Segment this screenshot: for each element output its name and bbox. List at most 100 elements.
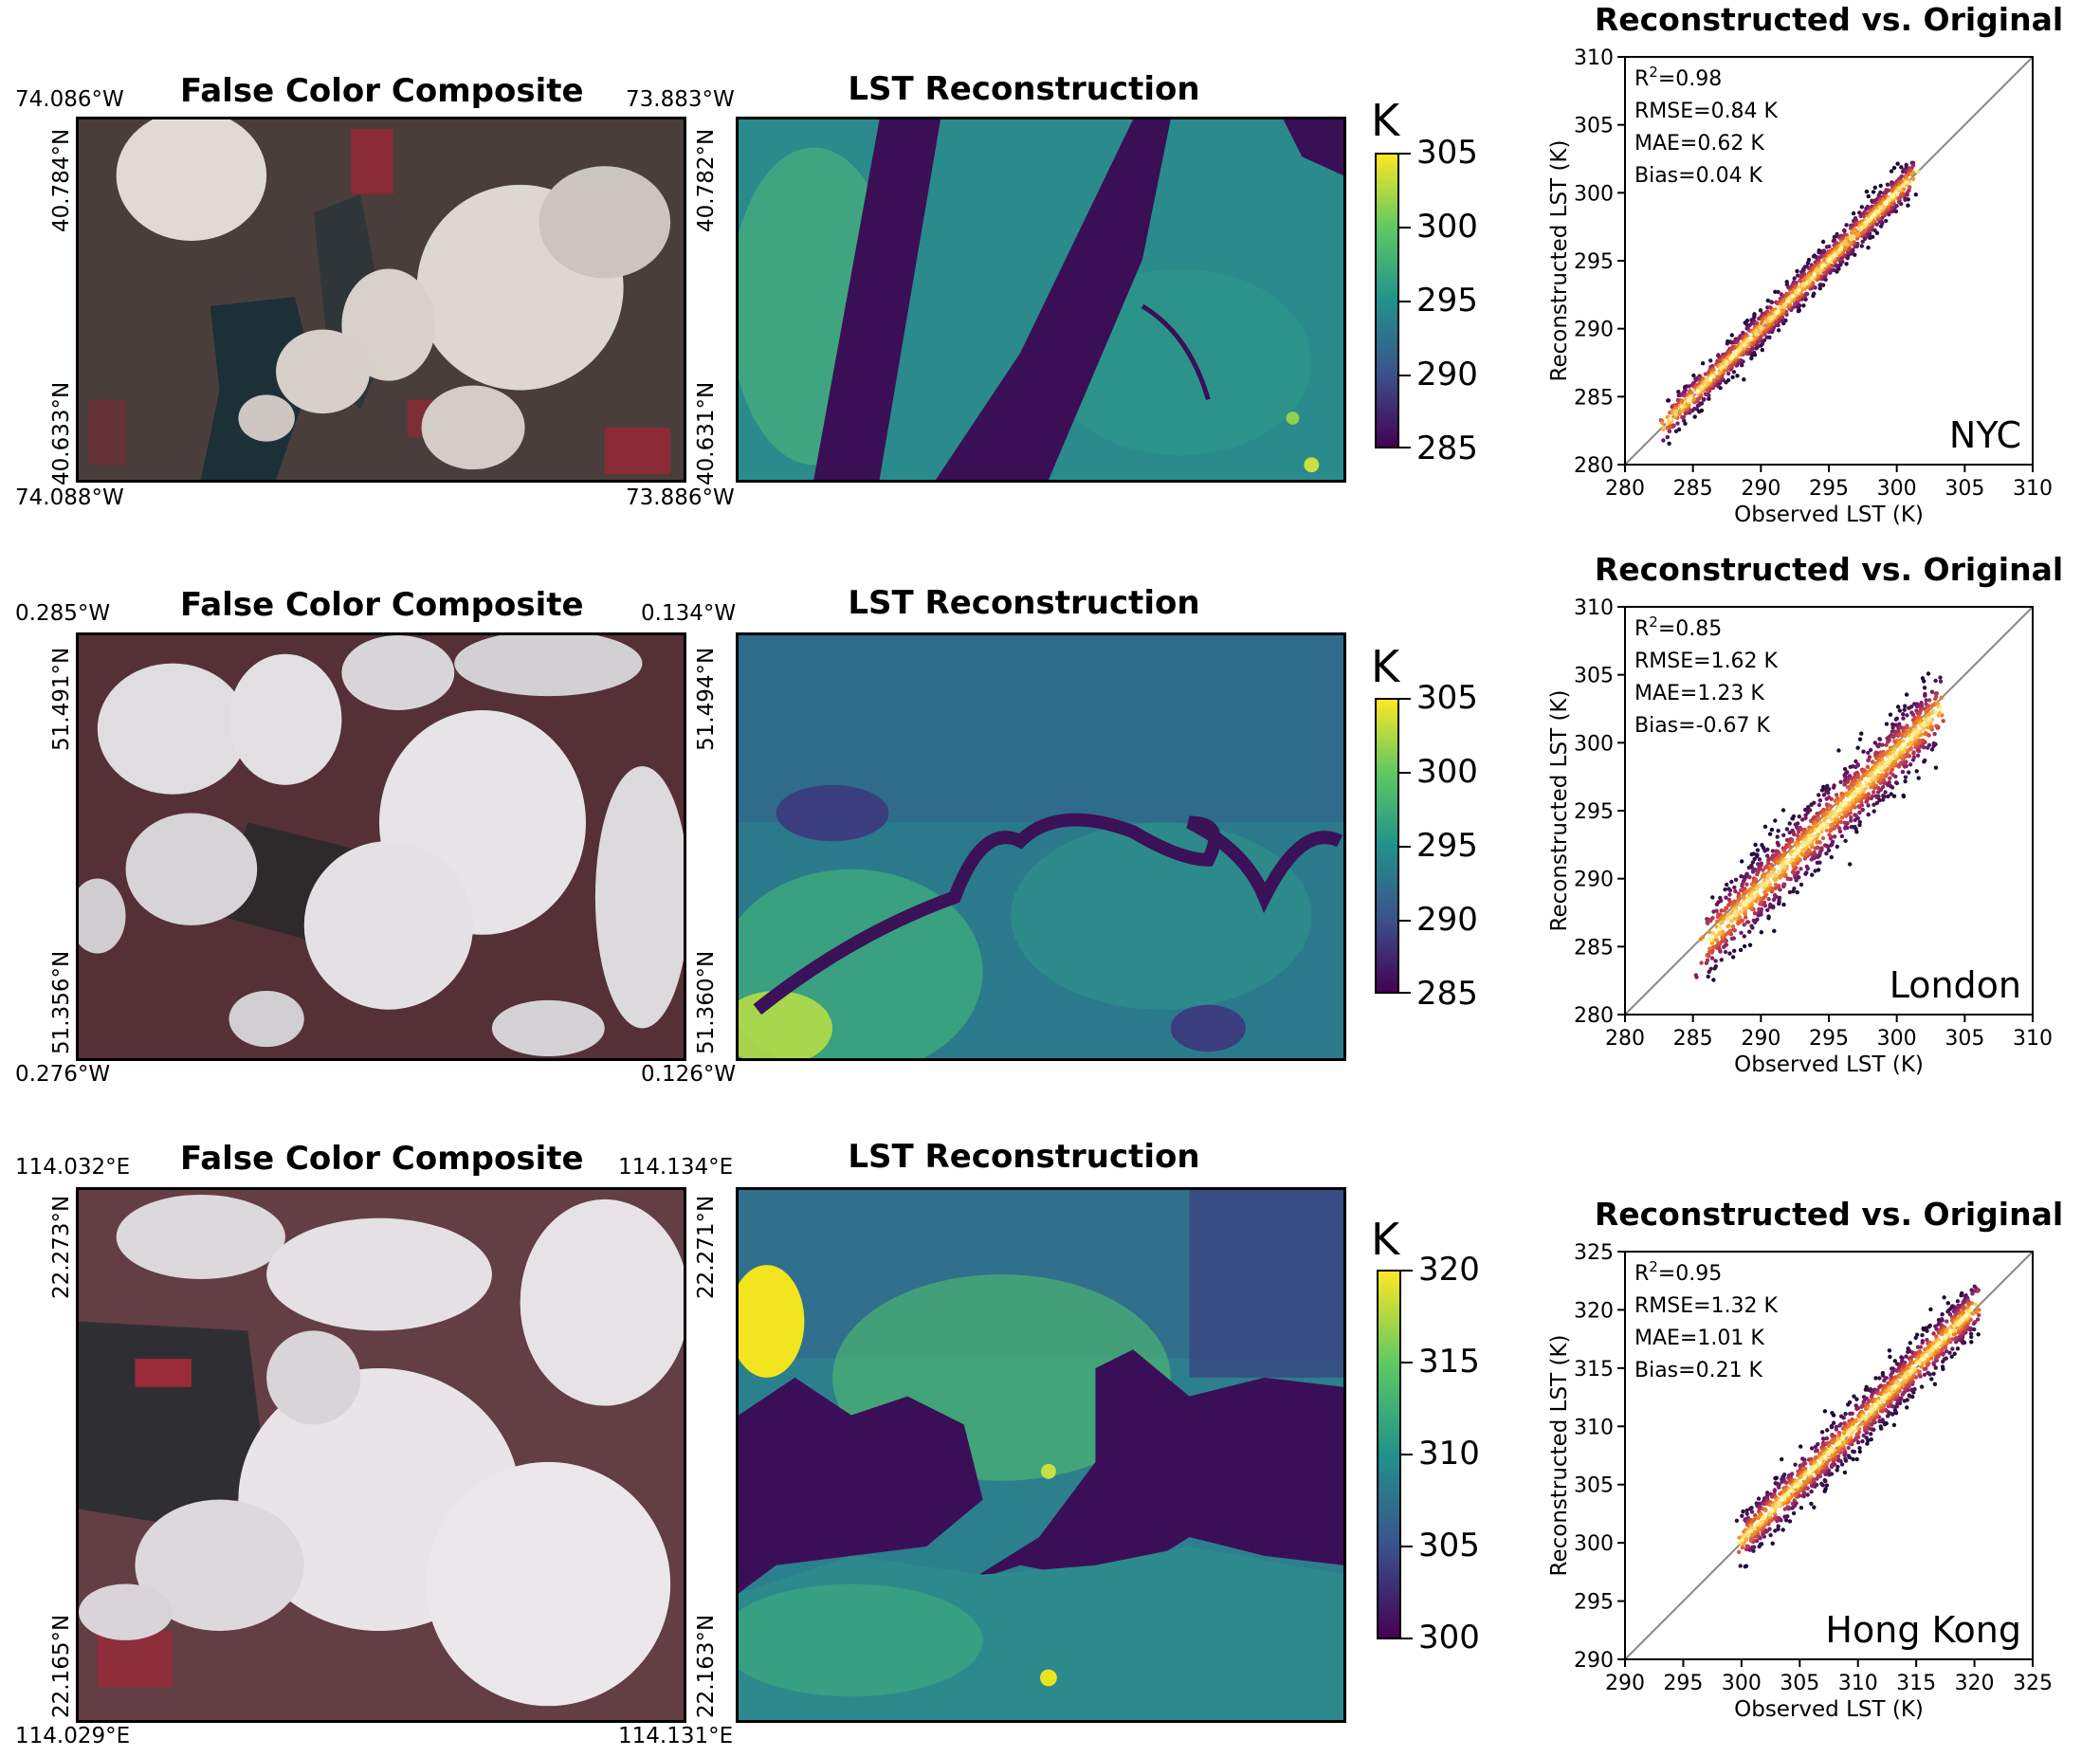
colorbar-unit: K (1371, 95, 1400, 146)
scatter-point (1955, 1346, 1961, 1351)
scatter-point (1861, 1433, 1866, 1438)
scatter-point (1714, 902, 1720, 906)
scatter-point (1902, 707, 1907, 712)
scatter-point (1834, 1427, 1839, 1432)
scatter-point (1749, 1520, 1754, 1525)
scatter-point (1827, 244, 1832, 249)
scatter-point (1706, 974, 1710, 979)
scatter-point (1901, 1390, 1907, 1395)
scatter-point (1881, 1396, 1886, 1400)
scatter-point (1912, 722, 1917, 726)
x-axis-label: Observed LST (K) (1734, 1052, 1924, 1077)
scatter-point (1832, 834, 1837, 839)
scatter-point (1882, 1378, 1887, 1383)
scatter-point (1866, 812, 1871, 817)
scatter-point (1851, 229, 1856, 235)
scatter-point (1872, 1404, 1877, 1409)
scatter-point (1866, 778, 1871, 783)
scatter-point (1729, 919, 1734, 924)
scatter-point (1817, 286, 1822, 291)
scatter-point (1907, 188, 1911, 192)
scatter-point (1910, 1361, 1915, 1365)
colorbar-tick-label: 300 (1416, 208, 1478, 246)
scatter-point (1752, 315, 1757, 320)
scatter-point (1760, 883, 1764, 888)
scatter-point (1707, 396, 1711, 401)
scatter-point (1675, 421, 1680, 426)
scatter-point (1783, 318, 1788, 323)
scatter-point (1965, 1295, 1970, 1301)
scatter-point (1888, 751, 1892, 756)
scatter-point (1715, 375, 1720, 379)
coord-left-bottom: 22.165°N (49, 1614, 74, 1718)
scatter-point (1882, 763, 1887, 768)
y-tick-label: 295 (1574, 1591, 1614, 1615)
scatter-point (1872, 741, 1877, 745)
scatter-point (1907, 1393, 1911, 1398)
scatter-point (1703, 383, 1707, 388)
scatter-point (1891, 165, 1897, 171)
scatter-point (1691, 373, 1696, 378)
scatter-point (1887, 1392, 1891, 1397)
scatter-point (1809, 851, 1814, 856)
scatter-point (1778, 304, 1783, 310)
scatter-point (1799, 851, 1804, 856)
scatter-point (1870, 1407, 1874, 1412)
scatter-point (1832, 237, 1837, 243)
scatter-point (1808, 1469, 1813, 1473)
scatter-point (1837, 1423, 1842, 1428)
scatter-point (1961, 1317, 1965, 1322)
scatter-point (1823, 1454, 1828, 1459)
scatter-point (1851, 210, 1856, 216)
scatter-point (1849, 824, 1853, 830)
scatter-title: Reconstructed vs. Original (1595, 1196, 2063, 1233)
scatter-point (1860, 1438, 1865, 1444)
scatter-point (1742, 906, 1746, 911)
scatter-point (1754, 1523, 1759, 1528)
scatter-point (1784, 827, 1790, 832)
scatter-point (1915, 730, 1920, 735)
scatter-point (1963, 1313, 1968, 1319)
scatter-point (1902, 1399, 1907, 1403)
scatter-point (1888, 712, 1893, 717)
scatter-point (1773, 289, 1778, 294)
scatter-point (1872, 228, 1877, 233)
scatter-point (1908, 1368, 1913, 1374)
scatter-point (1899, 760, 1904, 765)
scatter-point (1714, 933, 1719, 938)
scatter-point (1824, 1460, 1830, 1465)
scatter-point (1927, 1349, 1931, 1354)
scatter-point (1853, 1418, 1858, 1424)
scatter-point (1831, 1413, 1836, 1418)
scatter-point (1749, 1510, 1755, 1514)
scatter-point (1931, 1371, 1936, 1376)
scatter-point (1740, 1513, 1744, 1518)
scatter-point (1915, 170, 1921, 174)
scatter-point (1676, 427, 1682, 432)
scatter-point (1899, 165, 1904, 170)
scatter-point (1877, 1418, 1882, 1424)
scatter-point (1786, 858, 1791, 863)
scatter-point (1774, 872, 1779, 878)
scatter-point (1875, 209, 1880, 213)
scatter-point (1812, 1505, 1817, 1510)
scatter-point (1869, 1394, 1874, 1400)
scatter-point (1894, 716, 1899, 721)
scatter-point (1757, 857, 1762, 862)
scatter-point (1816, 832, 1821, 837)
scatter-point (1905, 180, 1909, 185)
scatter-point (1894, 1368, 1899, 1373)
scatter-point (1892, 1408, 1898, 1413)
scatter-point (1833, 264, 1838, 268)
scatter-point (1804, 864, 1809, 869)
scatter-point (1859, 1422, 1864, 1427)
coord-bottom-right: 114.131°E (618, 1724, 734, 1748)
scatter-point (1878, 1424, 1883, 1429)
scatter-point (1693, 377, 1698, 383)
scatter-point (1772, 1489, 1777, 1493)
scatter-point (1707, 376, 1713, 381)
scatter-point (1872, 790, 1876, 795)
scatter-point (1888, 1354, 1892, 1360)
scatter-point (1862, 213, 1867, 219)
coord-top-right: 73.883°W (626, 87, 735, 112)
